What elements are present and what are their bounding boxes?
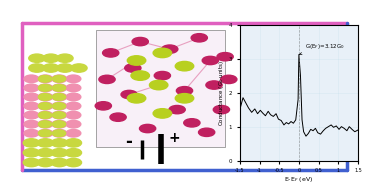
Circle shape <box>127 56 146 65</box>
Circle shape <box>38 84 52 91</box>
Circle shape <box>37 139 54 147</box>
Circle shape <box>65 149 82 157</box>
Circle shape <box>51 139 68 147</box>
Circle shape <box>23 149 39 157</box>
Circle shape <box>38 93 53 101</box>
Circle shape <box>38 112 52 119</box>
Circle shape <box>51 149 68 157</box>
Circle shape <box>57 64 73 72</box>
Circle shape <box>175 61 194 71</box>
Circle shape <box>23 139 39 147</box>
Circle shape <box>103 49 119 57</box>
Circle shape <box>38 120 53 128</box>
Circle shape <box>52 120 67 128</box>
Circle shape <box>23 158 39 167</box>
Circle shape <box>221 75 237 84</box>
Circle shape <box>132 37 148 46</box>
Circle shape <box>24 75 39 83</box>
Circle shape <box>37 149 54 157</box>
Circle shape <box>38 130 52 137</box>
Circle shape <box>57 54 73 62</box>
Circle shape <box>24 84 39 92</box>
Circle shape <box>66 111 81 119</box>
Circle shape <box>127 94 146 103</box>
Circle shape <box>24 111 39 119</box>
Circle shape <box>66 93 81 101</box>
Circle shape <box>175 94 194 103</box>
Circle shape <box>176 87 193 95</box>
Circle shape <box>38 121 52 128</box>
Circle shape <box>154 71 170 80</box>
Circle shape <box>52 111 67 119</box>
Circle shape <box>65 139 82 147</box>
Circle shape <box>66 129 81 137</box>
Circle shape <box>71 64 87 72</box>
Circle shape <box>38 84 53 92</box>
Circle shape <box>99 75 115 84</box>
Circle shape <box>153 109 172 118</box>
Circle shape <box>52 102 67 110</box>
Circle shape <box>52 94 66 100</box>
Circle shape <box>52 84 67 92</box>
Circle shape <box>38 111 53 119</box>
Text: -: - <box>125 133 132 151</box>
Circle shape <box>29 54 45 62</box>
Circle shape <box>24 129 39 137</box>
Circle shape <box>213 105 230 114</box>
Circle shape <box>43 54 59 62</box>
Circle shape <box>52 84 66 91</box>
Circle shape <box>52 103 66 109</box>
Circle shape <box>38 94 52 100</box>
X-axis label: E-E$_F$ (eV): E-E$_F$ (eV) <box>284 175 314 184</box>
Circle shape <box>38 75 52 82</box>
Circle shape <box>149 80 168 90</box>
Circle shape <box>95 102 111 110</box>
Circle shape <box>38 129 53 137</box>
Circle shape <box>52 121 66 128</box>
FancyBboxPatch shape <box>96 30 225 147</box>
Circle shape <box>125 64 141 72</box>
Circle shape <box>131 71 149 80</box>
Circle shape <box>38 75 53 83</box>
Circle shape <box>52 129 67 137</box>
Circle shape <box>29 64 45 72</box>
Circle shape <box>169 105 185 114</box>
Circle shape <box>153 48 172 58</box>
Circle shape <box>65 158 82 167</box>
Circle shape <box>52 130 66 137</box>
Circle shape <box>162 45 178 53</box>
Circle shape <box>202 56 218 65</box>
Circle shape <box>24 120 39 128</box>
Circle shape <box>51 158 68 167</box>
Circle shape <box>24 93 39 101</box>
Circle shape <box>66 75 81 83</box>
Circle shape <box>66 102 81 110</box>
Circle shape <box>38 102 53 110</box>
Circle shape <box>121 90 137 99</box>
Circle shape <box>52 112 66 119</box>
Circle shape <box>206 81 222 89</box>
Text: G(E$_F$)=3.12G$_0$: G(E$_F$)=3.12G$_0$ <box>299 42 345 55</box>
Y-axis label: Conductance (G$_0$ units): Conductance (G$_0$ units) <box>217 60 226 125</box>
Circle shape <box>191 34 207 42</box>
Circle shape <box>139 124 156 133</box>
Circle shape <box>52 75 66 82</box>
Circle shape <box>43 64 59 72</box>
Circle shape <box>52 75 67 83</box>
Circle shape <box>66 84 81 92</box>
Circle shape <box>110 113 126 121</box>
Circle shape <box>24 102 39 110</box>
Circle shape <box>52 93 67 101</box>
Circle shape <box>37 158 54 167</box>
Circle shape <box>66 120 81 128</box>
Circle shape <box>217 53 233 61</box>
Text: +: + <box>168 131 180 145</box>
Circle shape <box>199 128 215 136</box>
Circle shape <box>38 103 52 109</box>
Circle shape <box>184 119 200 127</box>
